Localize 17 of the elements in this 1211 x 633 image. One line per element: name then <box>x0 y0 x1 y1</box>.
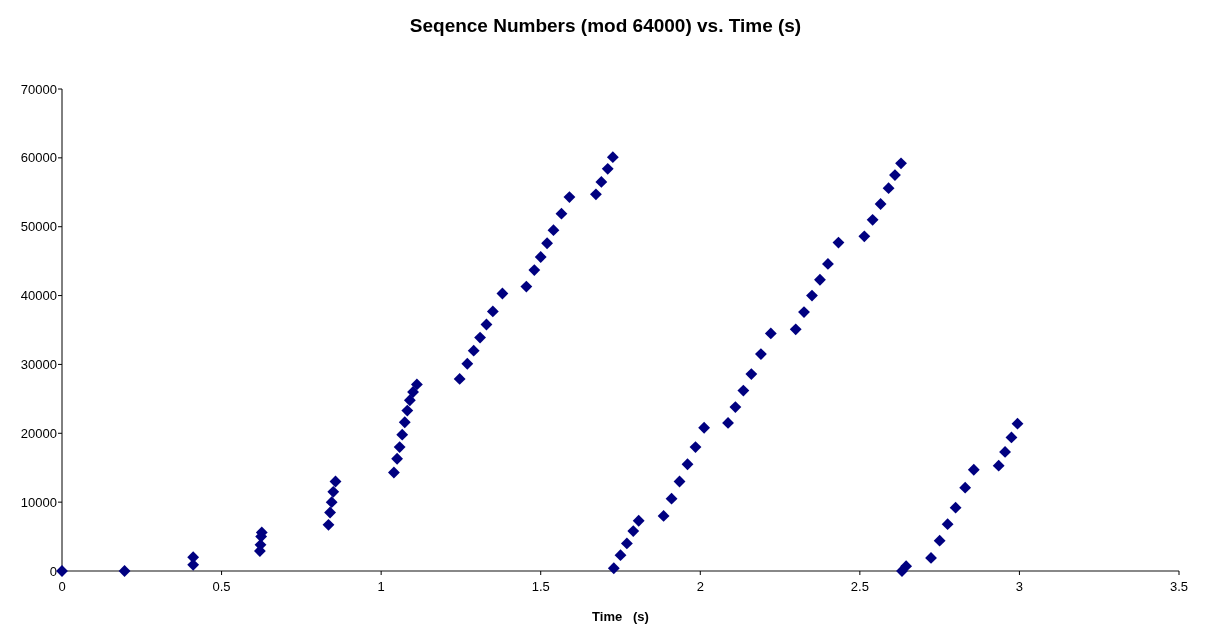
x-tick-label: 2 <box>696 579 704 594</box>
y-tick-label: 50000 <box>20 219 57 235</box>
y-tick-label: 20000 <box>20 425 57 441</box>
y-tick-label: 30000 <box>20 356 57 372</box>
y-tick-label: 70000 <box>20 81 57 97</box>
y-tick-label: 0 <box>49 563 57 579</box>
y-tick-label: 10000 <box>20 494 57 510</box>
x-tick-label: 1.5 <box>531 579 550 594</box>
chart-title: Seqence Numbers (mod 64000) vs. Time (s) <box>409 15 802 36</box>
x-tick-label: 3 <box>1015 579 1024 594</box>
y-tick-label: 40000 <box>20 288 57 304</box>
x-tick-label: 3.5 <box>1169 579 1189 594</box>
x-axis-title: Time (s) <box>592 609 649 624</box>
x-tick-label: 0.5 <box>212 579 231 594</box>
x-tick-label: 2.5 <box>850 579 869 594</box>
x-tick-label: 1 <box>377 579 385 594</box>
y-tick-label: 60000 <box>20 150 57 166</box>
